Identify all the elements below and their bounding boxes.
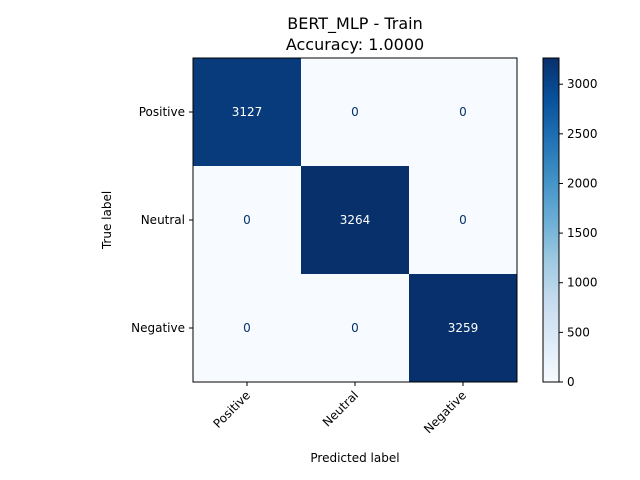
x-tick-label: Neutral bbox=[320, 388, 361, 429]
colorbar-tick-label: 500 bbox=[567, 325, 590, 339]
matrix-cell bbox=[301, 274, 409, 382]
x-tick-label: Negative bbox=[421, 388, 469, 436]
matrix-cell bbox=[193, 58, 301, 166]
chart-subtitle: Accuracy: 1.0000 bbox=[286, 35, 424, 54]
x-tick-label: Positive bbox=[211, 388, 254, 431]
matrix-cell bbox=[409, 274, 517, 382]
matrix-cell-value: 0 bbox=[459, 105, 467, 119]
matrix-cell-value: 0 bbox=[243, 213, 251, 227]
colorbar-tick-label: 0 bbox=[567, 375, 575, 389]
x-axis-ticks: Positive Neutral Negative bbox=[211, 382, 469, 436]
y-tick-label: Neutral bbox=[141, 213, 185, 227]
y-axis-label: True label bbox=[100, 191, 114, 250]
matrix-cell bbox=[301, 58, 409, 166]
matrix-cell bbox=[193, 274, 301, 382]
matrix-cell-value: 0 bbox=[459, 213, 467, 227]
colorbar-tick-label: 3000 bbox=[567, 77, 598, 91]
y-tick-label: Negative bbox=[131, 321, 185, 335]
y-tick-label: Positive bbox=[139, 105, 185, 119]
colorbar-tick-label: 2500 bbox=[567, 127, 598, 141]
colorbar bbox=[542, 57, 560, 383]
matrix-cell bbox=[409, 58, 517, 166]
matrix-cell-labels: 3127 0 0 0 3264 0 0 0 3259 bbox=[232, 105, 479, 335]
colorbar-tick-label: 2000 bbox=[567, 176, 598, 190]
matrix-cell-value: 3259 bbox=[448, 321, 479, 335]
x-axis-label: Predicted label bbox=[310, 451, 399, 465]
matrix-cell-value: 3264 bbox=[340, 213, 371, 227]
matrix-cell bbox=[193, 166, 301, 274]
y-axis-ticks: Positive Neutral Negative bbox=[131, 105, 193, 335]
chart-title: BERT_MLP - Train bbox=[287, 14, 423, 34]
matrix-cell-value: 0 bbox=[243, 321, 251, 335]
matrix-cell-value: 0 bbox=[351, 105, 359, 119]
colorbar-ticks: 0 500 1000 1500 2000 2500 3000 bbox=[559, 77, 598, 389]
matrix-cell bbox=[409, 166, 517, 274]
matrix-cell-value: 0 bbox=[351, 321, 359, 335]
colorbar-tick-label: 1000 bbox=[567, 276, 598, 290]
matrix-cells bbox=[193, 58, 517, 382]
matrix-cell-value: 3127 bbox=[232, 105, 263, 119]
matrix-cell bbox=[301, 166, 409, 274]
colorbar-tick-label: 1500 bbox=[567, 226, 598, 240]
